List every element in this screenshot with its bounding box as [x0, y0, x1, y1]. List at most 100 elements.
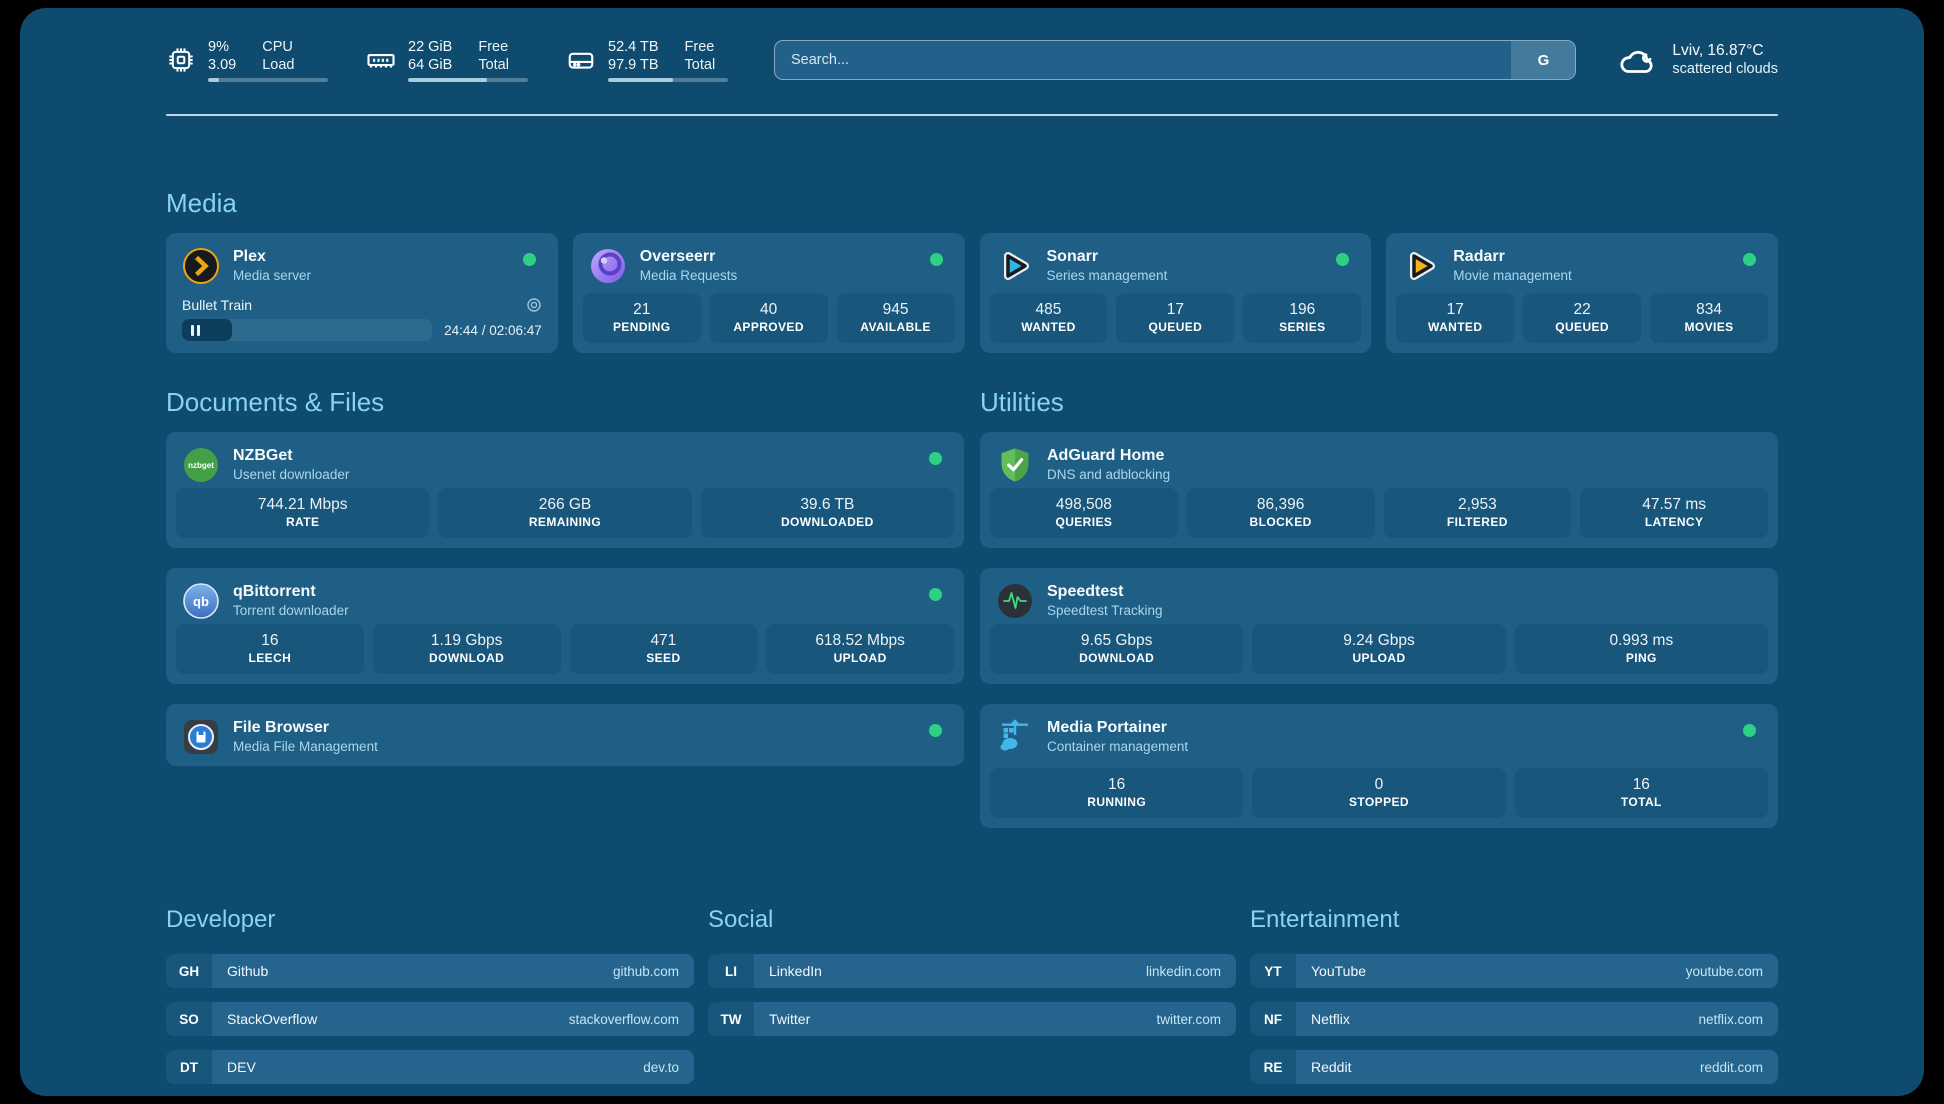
link-tag: LI [708, 954, 754, 988]
filebrowser-title: File Browser [233, 719, 330, 736]
cpu-usage-value: 9% [208, 39, 229, 55]
plex-title: Plex [233, 248, 266, 265]
link-twitter[interactable]: TW Twitter twitter.com [708, 1002, 1236, 1036]
cpu-progress-fill [208, 78, 219, 82]
link-url: youtube.com [1685, 963, 1763, 979]
portainer-card[interactable]: Media Portainer Container management 16 … [980, 704, 1778, 828]
entertainment-section-title: Entertainment [1250, 906, 1400, 933]
overseerr-stat-pending: 21 PENDING [582, 293, 701, 343]
weather-widget[interactable]: Lviv, 16.87°C scattered clouds [1618, 41, 1778, 79]
link-url: github.com [612, 963, 679, 979]
radarr-stat-movies: 834 MOVIES [1650, 293, 1769, 343]
nzbget-status-dot [929, 452, 942, 465]
search-bar: G [774, 40, 1577, 80]
link-name: DEV [227, 1059, 256, 1075]
sonarr-status-dot [1336, 253, 1350, 266]
link-url: twitter.com [1156, 1011, 1221, 1027]
radarr-status-dot [1743, 253, 1756, 266]
top-bar: 9% 3.09 CPU Load [166, 34, 1778, 86]
speedtest-card[interactable]: Speedtest Speedtest Tracking 9.65 Gbps D… [980, 568, 1778, 684]
sonarr-title: Sonarr [1046, 248, 1099, 265]
nzbget-card[interactable]: nzbget NZBGet Usenet downloader 744.21 M… [166, 432, 964, 548]
link-url: netflix.com [1698, 1011, 1763, 1027]
adguard-stat-queries: 498,508 QUERIES [990, 488, 1178, 538]
overseerr-card[interactable]: Overseerr Media Requests 21 PENDING 40 A… [572, 233, 965, 353]
ram-free-value: 22 GiB [408, 39, 453, 55]
radarr-stat-wanted: 17 WANTED [1396, 293, 1515, 343]
link-name: Reddit [1311, 1059, 1352, 1075]
qbittorrent-title: qBittorrent [233, 583, 316, 600]
link-tag: SO [166, 1002, 212, 1036]
qbittorrent-status-dot [929, 588, 942, 601]
sonarr-card[interactable]: Sonarr Series management 485 WANTED 17 Q… [979, 233, 1372, 353]
system-stats: 9% 3.09 CPU Load [166, 38, 728, 82]
ram-total-value: 64 GiB [408, 57, 453, 73]
link-tag: YT [1250, 954, 1296, 988]
nzbget-subtitle: Usenet downloader [233, 467, 350, 482]
dashboard-page: 9% 3.09 CPU Load [20, 8, 1924, 1096]
plex-progress-track[interactable] [182, 319, 433, 341]
portainer-status-dot [1743, 724, 1756, 737]
plex-icon [182, 247, 220, 285]
filebrowser-subtitle: Media File Management [233, 739, 378, 754]
portainer-stat-stopped: 0 STOPPED [1252, 768, 1506, 818]
search-input[interactable] [775, 52, 1512, 68]
disk-icon [566, 45, 596, 75]
radarr-card[interactable]: Radarr Movie management 17 WANTED 22 QUE… [1386, 233, 1778, 353]
weather-condition: scattered clouds [1672, 61, 1778, 77]
speedtest-stat-upload: 9.24 Gbps UPLOAD [1252, 624, 1506, 674]
utilities-section: Utilities AdGuard Home DNS and adblockin… [980, 387, 1778, 848]
ram-total-label: Total [478, 57, 509, 73]
adguard-stat-latency: 47.57 ms LATENCY [1580, 488, 1768, 538]
filebrowser-icon [182, 718, 220, 756]
utilities-section-title: Utilities [980, 387, 1064, 417]
cpu-stat: 9% 3.09 CPU Load [166, 38, 328, 82]
media-section-title: Media [166, 188, 237, 218]
settings-icon[interactable] [526, 297, 542, 313]
sonarr-subtitle: Series management [1046, 268, 1168, 283]
link-github[interactable]: GH Github github.com [166, 954, 694, 988]
documents-section: Documents & Files nzbget NZBGet Usenet d… [166, 387, 964, 848]
speedtest-subtitle: Speedtest Tracking [1047, 603, 1163, 618]
radarr-subtitle: Movie management [1453, 268, 1572, 283]
adguard-subtitle: DNS and adblocking [1047, 467, 1171, 482]
link-dev[interactable]: DT DEV dev.to [166, 1050, 694, 1084]
sonarr-stat-series: 196 SERIES [1243, 293, 1362, 343]
adguard-icon [996, 446, 1034, 484]
link-youtube[interactable]: YT YouTube youtube.com [1250, 954, 1778, 988]
qbittorrent-card[interactable]: qb qBittorrent Torrent downloader 16 LEE… [166, 568, 964, 684]
speedtest-icon [996, 582, 1034, 620]
search-engine-button[interactable]: G [1511, 41, 1576, 79]
filebrowser-status-dot [929, 724, 942, 737]
radarr-icon [1402, 247, 1440, 285]
qbittorrent-stat-leech: 16 LEECH [176, 624, 364, 674]
link-stackoverflow[interactable]: SO StackOverflow stackoverflow.com [166, 1002, 694, 1036]
disk-total-value: 97.9 TB [608, 57, 659, 73]
media-section: Media Plex Media server [166, 188, 1778, 353]
disk-free-value: 52.4 TB [608, 39, 659, 55]
link-netflix[interactable]: NF Netflix netflix.com [1250, 1002, 1778, 1036]
pause-icon[interactable] [191, 324, 200, 336]
adguard-card[interactable]: AdGuard Home DNS and adblocking 498,508 … [980, 432, 1778, 548]
speedtest-stat-ping: 0.993 ms PING [1514, 624, 1768, 674]
link-name: StackOverflow [227, 1011, 318, 1027]
link-name: LinkedIn [769, 963, 822, 979]
nzbget-title: NZBGet [233, 447, 293, 464]
plex-card[interactable]: Plex Media server Bullet Train [166, 233, 558, 353]
filebrowser-card[interactable]: File Browser Media File Management [166, 704, 964, 766]
nzbget-stat-rate: 744.21 Mbps RATE [176, 488, 430, 538]
ram-free-label: Free [478, 39, 509, 55]
radarr-stat-queued: 22 QUEUED [1523, 293, 1642, 343]
ram-progress-bar [408, 78, 528, 82]
developer-section: Developer GH Github github.com SO StackO… [166, 906, 694, 1096]
cpu-progress-bar [208, 78, 328, 82]
link-name: YouTube [1311, 963, 1367, 979]
developer-section-title: Developer [166, 906, 276, 933]
sonarr-stat-wanted: 485 WANTED [989, 293, 1108, 343]
qbittorrent-stat-upload: 618.52 Mbps UPLOAD [766, 624, 954, 674]
link-linkedin[interactable]: LI LinkedIn linkedin.com [708, 954, 1236, 988]
nzbget-icon: nzbget [182, 446, 220, 484]
link-reddit[interactable]: RE Reddit reddit.com [1250, 1050, 1778, 1084]
overseerr-title: Overseerr [639, 248, 716, 265]
nzbget-stat-remaining: 266 GB REMAINING [438, 488, 692, 538]
